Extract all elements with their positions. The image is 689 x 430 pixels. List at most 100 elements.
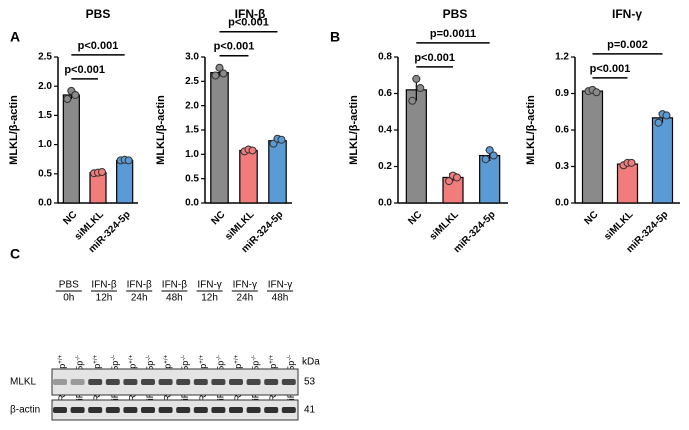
genotype-sup: +/+ — [93, 355, 99, 364]
size-label: 41 — [304, 405, 316, 416]
blot-band — [193, 407, 208, 413]
blot-band — [246, 379, 261, 385]
data-point — [654, 118, 663, 127]
protein-label: MLKL — [10, 377, 37, 388]
y-tick-label: 0.0 — [555, 198, 569, 209]
genotype-sup: -/- — [216, 355, 222, 361]
chart-title: PBS — [86, 7, 111, 21]
blot-band — [281, 407, 296, 413]
significance-label: p=0.0011 — [430, 28, 476, 40]
y-tick-label: 0.0 — [38, 198, 52, 209]
y-tick-label: 1.5 — [38, 110, 52, 121]
data-point — [248, 146, 257, 155]
condition-treatment: IFN-γ — [268, 280, 292, 291]
genotype-sup: +/+ — [128, 355, 134, 364]
y-tick-label: 0.0 — [185, 198, 199, 209]
x-tick-label: NC — [406, 209, 424, 227]
data-point — [481, 155, 490, 164]
y-tick-label: 0.6 — [378, 88, 392, 99]
bar — [210, 71, 229, 204]
blot-band — [193, 379, 208, 385]
condition-treatment: IFN-β — [91, 280, 116, 291]
condition-time: 48h — [272, 293, 289, 304]
blot-band — [53, 407, 67, 413]
blot-band — [105, 407, 120, 413]
size-label: 53 — [304, 377, 316, 388]
bar — [89, 172, 107, 204]
data-point — [98, 168, 106, 177]
y-tick-label: 2.5 — [185, 76, 199, 87]
y-tick-label: 0.8 — [378, 52, 392, 63]
data-point — [453, 173, 461, 182]
bar — [116, 159, 134, 204]
genotype-sup: -/- — [251, 355, 257, 361]
panel-label: B — [330, 29, 340, 45]
data-point — [489, 151, 498, 160]
condition-time: 24h — [131, 293, 148, 304]
blot-band — [88, 379, 103, 385]
y-axis-label: MLKL/β-actin — [348, 95, 360, 165]
chart-title: IFN-β — [235, 7, 266, 21]
genotype-sup: -/- — [181, 355, 187, 361]
bar — [239, 149, 258, 204]
condition-treatment: IFN-β — [127, 280, 152, 291]
blot-band — [70, 379, 85, 385]
x-tick-label: siMLKL — [602, 209, 635, 242]
significance-label: p<0.001 — [64, 64, 105, 76]
condition-treatment: IFN-γ — [233, 280, 257, 291]
condition-treatment: IFN-β — [162, 280, 187, 291]
y-tick-label: 2.5 — [38, 52, 52, 63]
blot-band — [123, 407, 138, 413]
genotype-sup: +/+ — [58, 355, 64, 364]
genotype-sup: +/+ — [198, 355, 204, 364]
panel-label: C — [10, 246, 20, 262]
y-tick-label: 0.9 — [555, 88, 569, 99]
blot-band — [176, 407, 191, 413]
genotype-sup: +/+ — [234, 355, 240, 364]
data-point — [416, 84, 425, 93]
y-tick-label: 0.3 — [555, 161, 569, 172]
blot-band — [281, 379, 296, 385]
significance-label: p<0.001 — [590, 63, 631, 75]
chart-title: PBS — [443, 7, 468, 21]
blot-band — [141, 407, 155, 413]
x-tick-label: NC — [582, 209, 600, 227]
condition-time: 48h — [166, 293, 183, 304]
genotype-sup: -/- — [110, 355, 116, 361]
data-point — [662, 111, 671, 120]
condition-treatment: IFN-γ — [197, 280, 221, 291]
y-tick-label: 2.0 — [38, 81, 52, 92]
y-tick-label: 0.0 — [378, 198, 392, 209]
significance-label: p<0.001 — [228, 17, 269, 29]
condition-time: 0h — [63, 293, 74, 304]
unit-label: kDa — [302, 357, 320, 368]
significance-label: p<0.001 — [214, 41, 255, 53]
bar — [405, 89, 427, 204]
y-tick-label: 1.5 — [185, 125, 199, 136]
y-tick-label: 1.0 — [185, 149, 199, 160]
y-axis-label: MLKL/β-actin — [525, 95, 537, 165]
y-tick-label: 0.5 — [185, 173, 199, 184]
data-point — [445, 177, 453, 186]
bar — [616, 163, 639, 204]
y-axis-label: MLKL/β-actin — [8, 95, 20, 165]
y-tick-label: 0.5 — [38, 168, 52, 179]
significance-label: p<0.001 — [78, 40, 119, 52]
blot-frame — [51, 399, 299, 421]
bar — [268, 140, 287, 204]
data-point — [408, 96, 417, 105]
blot-band — [123, 379, 138, 385]
genotype-sup: -/- — [286, 355, 292, 361]
bar — [62, 94, 80, 204]
data-point — [219, 69, 228, 78]
data-point — [412, 74, 421, 83]
blot-band — [246, 407, 261, 413]
data-point — [627, 158, 636, 167]
y-tick-label: 0.2 — [378, 161, 392, 172]
bar — [581, 90, 604, 204]
blot-band — [229, 379, 243, 385]
data-point — [63, 95, 72, 104]
x-tick-label: NC — [61, 209, 79, 227]
condition-time: 12h — [96, 293, 113, 304]
